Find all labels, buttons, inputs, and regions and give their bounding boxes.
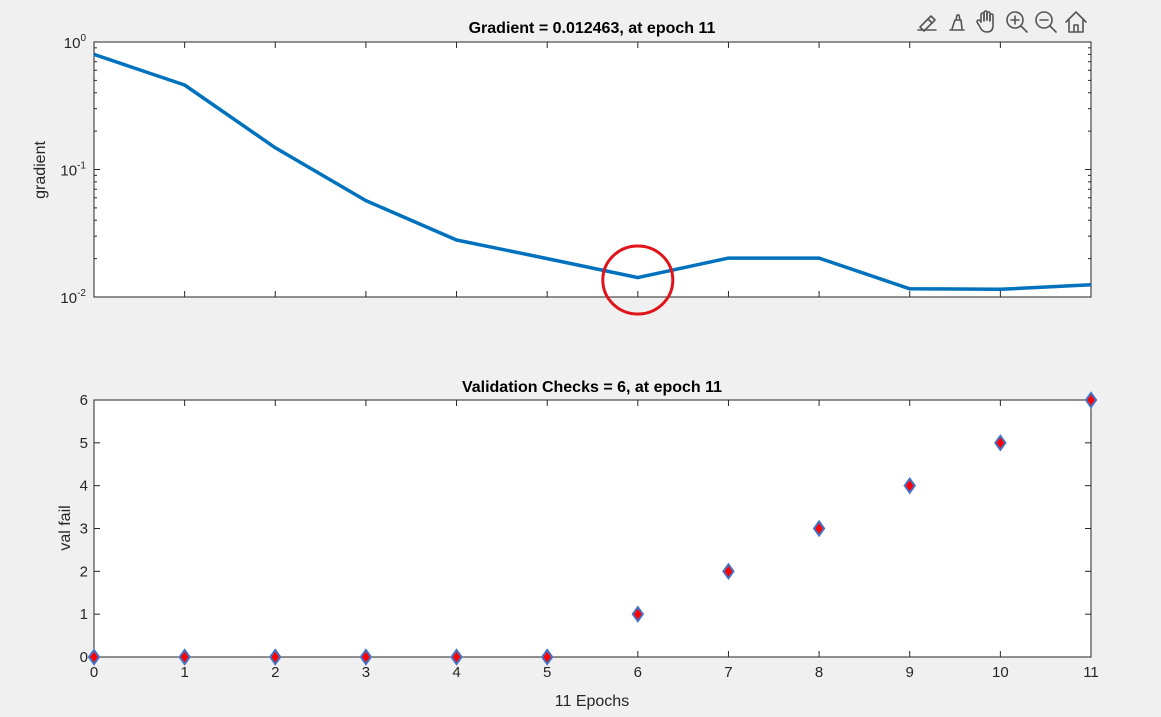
validation-marker (87, 648, 101, 666)
validation-x-tick-label: 11 (1083, 664, 1099, 681)
highlight-circle (601, 244, 675, 316)
validation-x-tick-label: 2 (271, 664, 279, 681)
validation-y-tick-label: 3 (80, 521, 88, 538)
validation-marker (359, 648, 373, 666)
validation-x-tick-label: 1 (180, 664, 188, 681)
validation-y-tick-label: 4 (80, 478, 88, 495)
validation-x-tick-label: 8 (815, 664, 823, 681)
axes-toolbar (917, 10, 1087, 33)
validation-x-tick-label: 4 (452, 664, 460, 681)
validation-x-tick-label: 0 (90, 664, 98, 681)
validation-marker (903, 476, 916, 495)
brush-data-icon[interactable] (917, 15, 937, 32)
gradient-y-tick-label: 10-2 (60, 288, 86, 307)
validation-x-tick-label: 3 (362, 664, 370, 681)
validation-x-tick-label: 5 (543, 664, 551, 681)
validation-x-tick-label: 6 (634, 664, 642, 681)
validation-title: Validation Checks = 6, at epoch 11 (462, 379, 722, 396)
gradient-y-tick-labels: 100 10-1 10-2 (60, 33, 86, 307)
validation-marker (722, 562, 735, 581)
validation-y-tick-labels: 0 1 2 3 4 5 6 (80, 392, 88, 666)
validation-y-tick-label: 6 (80, 392, 88, 409)
validation-marker (450, 648, 463, 666)
home-icon[interactable] (1065, 11, 1087, 33)
validation-y-tick-label: 1 (80, 606, 88, 623)
gradient-y-tick-label: 10-1 (60, 161, 86, 180)
validation-plot-area[interactable] (93, 399, 1092, 658)
validation-x-tick-label: 10 (992, 664, 1009, 681)
validation-x-tick-label: 7 (724, 664, 732, 681)
validation-marker (178, 648, 191, 666)
pan-hand-icon[interactable] (976, 10, 994, 33)
zoom-out-icon[interactable] (1035, 11, 1057, 33)
gradient-y-tick-label: 100 (64, 33, 87, 52)
validation-y-tick-label: 5 (80, 435, 88, 452)
zoom-in-icon[interactable] (1006, 11, 1028, 33)
validation-marker (994, 434, 1007, 452)
validation-marker (812, 519, 826, 538)
gradient-plot-area[interactable] (93, 41, 1092, 298)
validation-x-tick-labels: 0 1 2 3 4 5 6 7 8 9 10 11 (90, 664, 1099, 681)
gradient-line (93, 52, 1092, 292)
gradient-series (93, 52, 1092, 292)
validation-y-tick-label: 2 (80, 563, 88, 580)
gradient-y-axis-label: gradient (32, 141, 49, 199)
gradient-ticks (93, 41, 1092, 298)
validation-marker (631, 605, 645, 623)
validation-y-axis-label: val fail (57, 505, 74, 550)
validation-marker (1084, 391, 1098, 409)
validation-marker (269, 648, 282, 666)
validation-marker (540, 648, 554, 666)
gradient-axes[interactable]: 100 10-1 10-2 Gradient = 0.012463, at epoc… (32, 20, 1092, 307)
validation-x-tick-label: 9 (906, 664, 914, 681)
gradient-title: Gradient = 0.012463, at epoch 11 (469, 20, 716, 37)
validation-y-tick-label: 0 (80, 649, 88, 666)
validation-series (87, 391, 1098, 666)
validation-axes[interactable]: 0 1 2 3 4 5 6 0 1 2 3 4 5 6 7 8 9 10 11 Validation Checks… (57, 379, 1099, 710)
validation-x-axis-label: 11 Epochs (555, 693, 629, 710)
eraser-icon[interactable] (949, 14, 965, 31)
